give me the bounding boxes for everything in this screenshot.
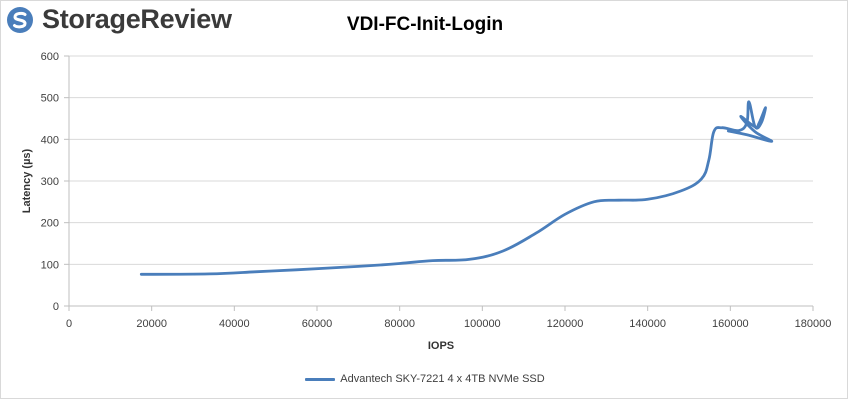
x-tick-label-160000: 160000 — [712, 318, 749, 330]
series-line-0 — [139, 100, 774, 276]
y-tick-label-0: 0 — [53, 301, 59, 313]
y-tick-label-200: 200 — [41, 218, 59, 230]
x-tick-label-20000: 20000 — [136, 318, 167, 330]
legend-label: Advantech SKY-7221 4 x 4TB NVMe SSD — [340, 373, 545, 385]
x-tick-label-0: 0 — [66, 318, 72, 330]
axes — [64, 55, 814, 311]
y-tick-label-500: 500 — [41, 93, 59, 105]
brand-name: StorageReview — [42, 4, 232, 34]
y-tick-label-400: 400 — [41, 134, 59, 146]
legend: Advantech SKY-7221 4 x 4TB NVMe SSD — [0, 373, 850, 385]
legend-swatch — [305, 377, 336, 381]
x-tick-label-40000: 40000 — [219, 318, 250, 330]
storagereview-logo-icon — [7, 6, 33, 33]
x-tick-label-80000: 80000 — [384, 318, 415, 330]
gridlines — [69, 55, 813, 265]
x-tick-label-140000: 140000 — [629, 318, 666, 330]
y-tick-label-100: 100 — [41, 259, 59, 271]
x-tick-label-120000: 120000 — [547, 318, 584, 330]
x-tick-label-180000: 180000 — [795, 318, 832, 330]
y-tick-label-600: 600 — [41, 51, 59, 63]
x-axis-title: IOPS — [428, 340, 454, 352]
chart-title: VDI-FC-Init-Login — [346, 14, 504, 35]
y-tick-label-300: 300 — [41, 176, 59, 188]
y-axis-title: Latency (µs) — [21, 148, 33, 213]
series-layer — [139, 100, 774, 276]
x-tick-label-100000: 100000 — [464, 318, 501, 330]
brand-logo: StorageReview — [6, 4, 232, 35]
tick-labels: 0 100 200 300 400 500 600 0 20000 40000 60000 80000… — [41, 51, 832, 330]
x-tick-label-60000: 60000 — [302, 318, 333, 330]
